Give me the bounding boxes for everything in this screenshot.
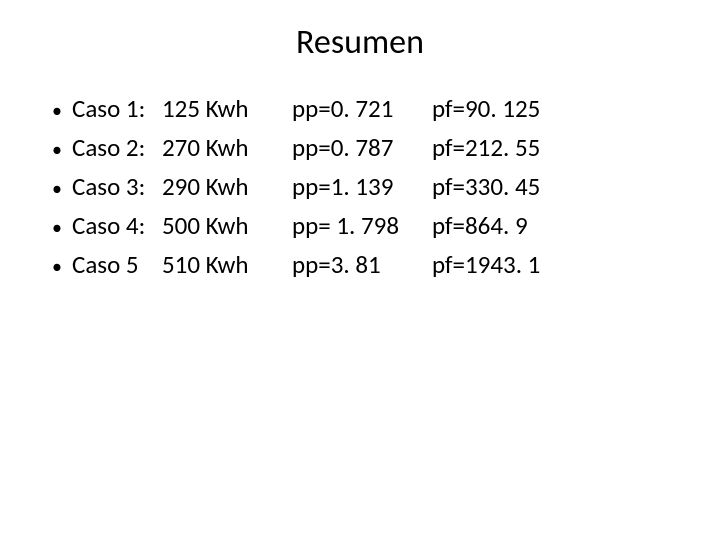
- pf-value: pf=212. 55: [432, 130, 540, 166]
- pp-value: pp=0. 721: [292, 91, 432, 127]
- list-item: • Caso 1: 125 Kwh pp=0. 721 pf=90. 125: [52, 91, 720, 128]
- kwh-value: 510 Kwh: [162, 247, 292, 283]
- caso-label: Caso 1:: [72, 91, 162, 127]
- list-item: • Caso 4: 500 Kwh pp= 1. 798 pf=864. 9: [52, 208, 720, 245]
- pp-value: pp=3. 81: [292, 247, 432, 283]
- bullet-icon: •: [52, 172, 72, 206]
- pp-value: pp=0. 787: [292, 130, 432, 166]
- caso-label: Caso 2:: [72, 130, 162, 166]
- pp-value: pp=1. 139: [292, 169, 432, 205]
- kwh-value: 290 Kwh: [162, 169, 292, 205]
- bullet-icon: •: [52, 94, 72, 128]
- caso-label: Caso 5: [72, 247, 162, 283]
- pf-value: pf=90. 125: [432, 91, 540, 127]
- bullet-icon: •: [52, 211, 72, 245]
- page-title: Resumen: [0, 22, 720, 63]
- caso-label: Caso 3:: [72, 169, 162, 205]
- kwh-value: 270 Kwh: [162, 130, 292, 166]
- pf-value: pf=864. 9: [432, 208, 528, 244]
- list-item: • Caso 5 510 Kwh pp=3. 81 pf=1943. 1: [52, 247, 720, 284]
- bullet-icon: •: [52, 250, 72, 284]
- pf-value: pf=1943. 1: [432, 247, 540, 283]
- list-item: • Caso 2: 270 Kwh pp=0. 787 pf=212. 55: [52, 130, 720, 167]
- summary-list: • Caso 1: 125 Kwh pp=0. 721 pf=90. 125 •…: [0, 91, 720, 284]
- kwh-value: 500 Kwh: [162, 208, 292, 244]
- kwh-value: 125 Kwh: [162, 91, 292, 127]
- caso-label: Caso 4:: [72, 208, 162, 244]
- pf-value: pf=330. 45: [432, 169, 540, 205]
- list-item: • Caso 3: 290 Kwh pp=1. 139 pf=330. 45: [52, 169, 720, 206]
- bullet-icon: •: [52, 133, 72, 167]
- pp-value: pp= 1. 798: [292, 208, 432, 244]
